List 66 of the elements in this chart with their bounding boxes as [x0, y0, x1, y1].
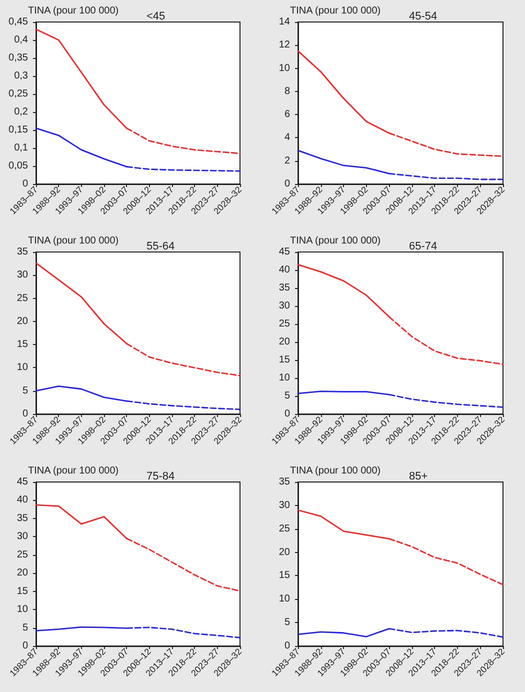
y-tick-label: 0,2 [14, 106, 28, 118]
y-tick-label: 0 [22, 178, 28, 190]
y-tick-label: 0,05 [8, 160, 28, 172]
y-tick-label: 25 [16, 292, 28, 304]
y-tick-label: 30 [16, 531, 28, 542]
y-tick-label: 6 [284, 109, 290, 120]
y-tick-label: 0 [284, 178, 290, 190]
y-tick-label: 10 [278, 62, 290, 74]
y-tick-label: 10 [278, 372, 290, 384]
y-tick-label: 10 [278, 594, 290, 605]
y-tick-label: 0,4 [14, 34, 28, 46]
y-tick-label: 0,15 [8, 124, 28, 136]
y-tick-label: 40 [16, 494, 28, 506]
y-axis-title: TINA (pour 100 000) [28, 6, 119, 16]
y-tick-label: 0 [284, 408, 290, 420]
chart-title: 75-84 [146, 470, 175, 482]
y-tick-label: 10 [16, 604, 28, 616]
y-tick-label: 15 [278, 354, 290, 366]
y-tick-label: 30 [278, 300, 290, 312]
y-axis-title: TINA (pour 100 000) [28, 466, 119, 476]
chart-title: 85+ [409, 470, 428, 482]
y-tick-label: 15 [16, 586, 28, 597]
y-tick-label: 2 [284, 155, 290, 166]
y-tick-label: 45 [16, 476, 28, 488]
chart-title: 45-54 [409, 10, 438, 22]
y-tick-label: 15 [278, 570, 290, 582]
y-tick-label: 12 [278, 40, 290, 51]
y-tick-label: 35 [16, 512, 28, 524]
y-tick-label: 25 [16, 549, 28, 560]
y-tick-label: 25 [278, 523, 290, 534]
y-tick-label: 0,3 [14, 70, 28, 82]
y-tick-label: 0,35 [8, 52, 28, 64]
y-tick-label: 30 [16, 270, 28, 281]
y-tick-label: 20 [16, 568, 28, 579]
y-tick-label: 15 [16, 339, 28, 350]
y-tick-label: 0 [284, 640, 290, 652]
y-tick-label: 35 [278, 476, 290, 488]
y-tick-label: 5 [22, 385, 28, 396]
y-tick-label: 0,45 [8, 16, 28, 28]
y-tick-label: 45 [278, 246, 290, 258]
y-tick-label: 35 [16, 246, 28, 258]
y-tick-label: 20 [278, 336, 290, 348]
y-tick-label: 10 [16, 362, 28, 374]
y-tick-label: 0 [22, 408, 28, 420]
chart-title: 65-74 [409, 240, 438, 252]
y-tick-label: 8 [284, 86, 290, 97]
y-tick-label: 4 [284, 132, 290, 144]
y-tick-label: 40 [278, 264, 290, 276]
y-tick-label: 0 [22, 640, 28, 652]
y-tick-label: 20 [16, 316, 28, 327]
chart-title: 55-64 [146, 240, 175, 252]
y-tick-label: 14 [278, 16, 290, 28]
y-tick-label: 30 [278, 500, 290, 511]
chart-title: <45 [146, 10, 166, 22]
y-tick-label: 5 [22, 622, 28, 634]
y-axis-title: TINA (pour 100 000) [290, 6, 381, 16]
y-tick-label: 0,1 [14, 142, 28, 154]
y-tick-label: 35 [278, 282, 290, 294]
y-tick-label: 5 [284, 617, 290, 628]
y-axis-title: TINA (pour 100 000) [28, 236, 119, 246]
y-tick-label: 5 [284, 390, 290, 402]
y-axis-title: TINA (pour 100 000) [290, 236, 381, 246]
y-tick-label: 25 [278, 318, 290, 330]
y-axis-title: TINA (pour 100 000) [290, 466, 381, 476]
y-tick-label: 0,25 [8, 88, 28, 100]
y-tick-label: 20 [278, 546, 290, 558]
